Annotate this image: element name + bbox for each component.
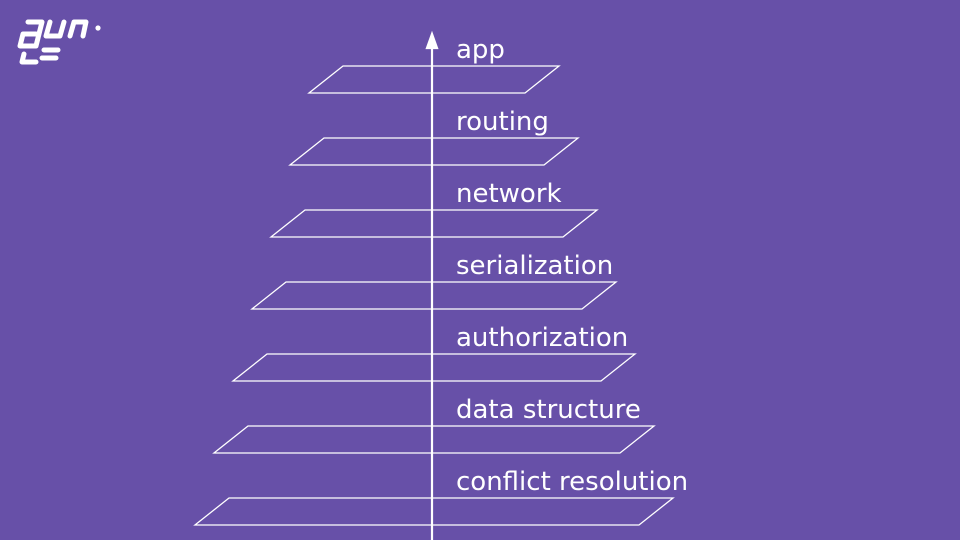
layer-label: authorization <box>456 323 628 353</box>
layer-plane <box>288 137 580 166</box>
layer-plane <box>212 425 656 454</box>
layer-plane <box>307 65 561 94</box>
layer-plane <box>269 209 599 238</box>
layer-label: data structure <box>456 395 641 425</box>
layer-plane <box>250 281 618 310</box>
layer-plane <box>193 497 675 526</box>
layer-label: network <box>456 179 562 209</box>
layer-label: app <box>456 35 505 65</box>
layer-plane <box>231 353 637 382</box>
up-arrow-icon <box>425 30 439 50</box>
layer-label: serialization <box>456 251 613 281</box>
layer-label: conflict resolution <box>456 467 688 497</box>
gun-logo-icon <box>17 19 101 65</box>
layer-label: routing <box>456 107 549 137</box>
